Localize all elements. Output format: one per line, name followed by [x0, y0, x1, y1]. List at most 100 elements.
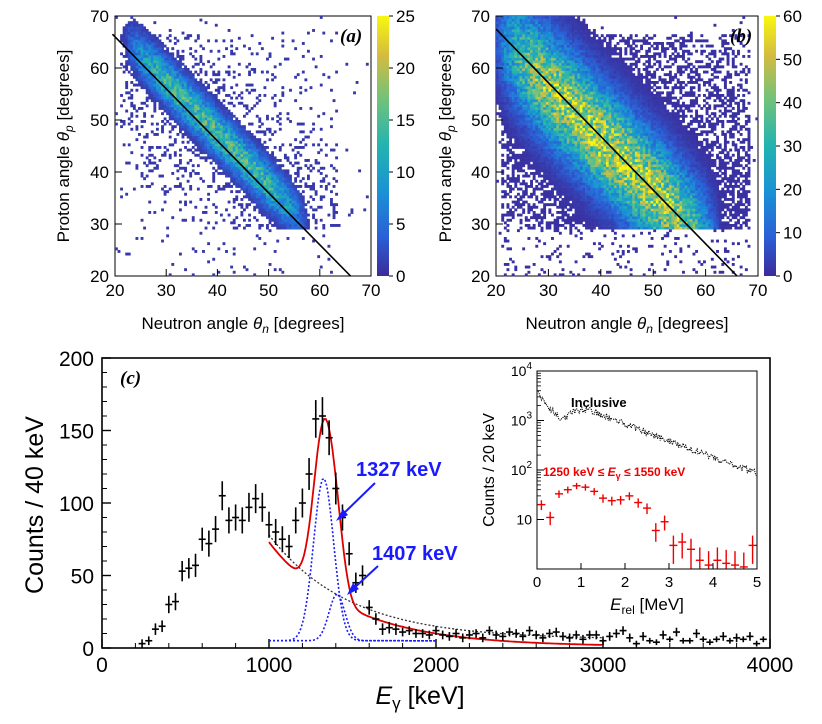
heatmap-cell [138, 29, 141, 32]
heatmap-cell [155, 70, 159, 74]
heatmap-cell [556, 23, 560, 27]
heatmap-cell [163, 200, 167, 204]
heatmap-cell [527, 208, 531, 212]
heatmap-cell [548, 99, 552, 103]
heatmap-cell [540, 112, 544, 116]
heatmap-cell [199, 68, 203, 71]
heatmap-cell [527, 127, 531, 131]
heatmap-cell [248, 151, 251, 155]
heatmap-cell [207, 127, 211, 131]
heatmap-cell [363, 208, 367, 212]
heatmap-cell [222, 107, 226, 110]
heatmap-cell [189, 109, 193, 113]
heatmap-cell [579, 231, 583, 235]
heatmap-cell [243, 140, 246, 144]
heatmap-cell [501, 107, 505, 110]
heatmap-cell [543, 21, 547, 25]
heatmap-cell [186, 96, 190, 100]
heatmap-cell [577, 114, 581, 118]
heatmap-cell [191, 127, 195, 131]
heatmap-cell [540, 164, 544, 168]
heatmap-cell [571, 73, 575, 77]
heatmap-cell [319, 148, 323, 152]
heatmap-cell [212, 107, 216, 110]
heatmap-cell [537, 216, 541, 220]
heatmap-cell [561, 120, 565, 123]
heatmap-cell [278, 127, 282, 131]
heatmap-cell [155, 52, 159, 56]
heatmap-cell [545, 140, 549, 144]
heatmap-cell [227, 213, 231, 217]
heatmap-cell [132, 23, 136, 27]
heatmap-cell [281, 31, 285, 35]
heatmap-cell [574, 127, 578, 131]
heatmap-cell [582, 122, 586, 126]
heatmap-cell [501, 138, 505, 142]
heatmap-cell [551, 192, 554, 196]
heatmap-cell [184, 133, 187, 136]
heatmap-cell [574, 211, 578, 214]
heatmap-cell [553, 16, 557, 19]
heatmap-cell [582, 99, 586, 103]
heatmap-cell [535, 101, 539, 105]
heatmap-cell [250, 192, 254, 196]
heatmap-cell [235, 172, 239, 175]
heatmap-cell [186, 36, 190, 40]
heatmap-cell [263, 156, 267, 160]
heatmap-cell [579, 34, 583, 38]
heatmap-cell [294, 221, 298, 225]
heatmap-cell [143, 101, 147, 105]
heatmap-cell [540, 185, 544, 188]
heatmap-cell [548, 135, 552, 139]
heatmap-cell [260, 47, 264, 51]
heatmap-cell [248, 161, 251, 165]
heatmap-cell [194, 109, 198, 113]
heatmap-cell [196, 148, 200, 152]
heatmap-cell [506, 268, 510, 272]
heatmap-cell [150, 146, 154, 149]
heatmap-cell [135, 36, 139, 40]
heatmap-cell [540, 218, 544, 222]
heatmap-cell [194, 83, 198, 87]
heatmap-cell [232, 143, 236, 147]
heatmap-cell [217, 159, 221, 162]
heatmap-cell [577, 29, 581, 32]
heatmap-cell [143, 177, 147, 181]
heatmap-cell [530, 26, 533, 30]
heatmap-cell [509, 104, 513, 108]
heatmap-cell [574, 60, 578, 64]
heatmap-cell [225, 172, 228, 175]
heatmap-cell [176, 55, 180, 58]
heatmap-cell [522, 182, 526, 186]
heatmap-cell [214, 94, 218, 97]
heatmap-cell [209, 78, 213, 82]
heatmap-cell [577, 91, 581, 95]
heatmap-cell [181, 107, 185, 110]
heatmap-cell [289, 161, 292, 165]
heatmap-cell [191, 94, 195, 97]
heatmap-cell [501, 57, 505, 61]
heatmap-cell [181, 166, 185, 170]
heatmap-cell [527, 91, 531, 95]
heatmap-cell [191, 104, 195, 108]
heatmap-cell [173, 101, 177, 105]
heatmap-cell [503, 107, 507, 110]
heatmap-cell [245, 268, 249, 272]
heatmap-cell [176, 104, 180, 108]
heatmap-cell [532, 23, 536, 27]
heatmap-cell [222, 172, 226, 175]
heatmap-cell [135, 42, 139, 45]
heatmap-cell [266, 177, 269, 181]
heatmap-cell [496, 26, 499, 30]
heatmap-cell [579, 65, 583, 69]
heatmap-cell [514, 23, 518, 27]
heatmap-cell [503, 86, 507, 90]
heatmap-cell [212, 140, 216, 144]
heatmap-cell [301, 237, 305, 240]
heatmap-cell [561, 62, 565, 66]
heatmap-cell [566, 159, 570, 162]
heatmap-cell [268, 213, 272, 217]
heatmap-cell [263, 182, 267, 186]
heatmap-cell [245, 203, 249, 207]
